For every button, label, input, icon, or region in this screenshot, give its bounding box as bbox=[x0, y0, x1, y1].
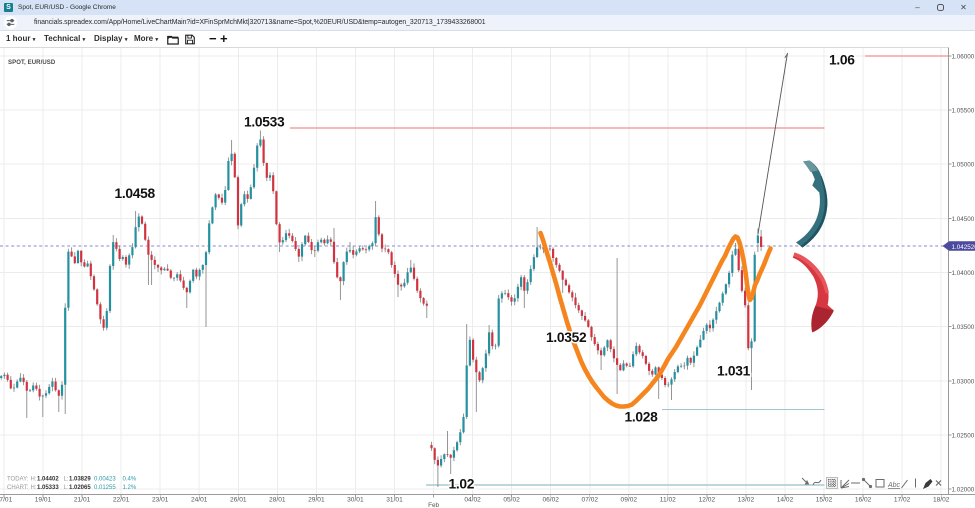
svg-text:CHART:: CHART: bbox=[7, 485, 29, 491]
svg-text:28/01: 28/01 bbox=[269, 497, 286, 504]
svg-text:1.031: 1.031 bbox=[717, 364, 751, 379]
svg-text:1.02065: 1.02065 bbox=[69, 485, 91, 491]
svg-text:L:: L: bbox=[64, 485, 69, 491]
svg-text:1.03829: 1.03829 bbox=[69, 477, 91, 483]
svg-text:18/02: 18/02 bbox=[933, 497, 950, 504]
svg-text:30/01: 30/01 bbox=[347, 497, 364, 504]
svg-text:16/02: 16/02 bbox=[855, 497, 872, 504]
svg-text:07/02: 07/02 bbox=[582, 497, 599, 504]
svg-text:1.04500: 1.04500 bbox=[952, 216, 975, 223]
svg-text:TODAY:: TODAY: bbox=[7, 477, 29, 483]
svg-text:1.2%: 1.2% bbox=[123, 485, 137, 491]
svg-text:23/01: 23/01 bbox=[152, 497, 169, 504]
svg-text:15/02: 15/02 bbox=[816, 497, 833, 504]
svg-text:04/02: 04/02 bbox=[464, 497, 481, 504]
svg-text:1.042520: 1.042520 bbox=[952, 244, 975, 251]
svg-text:1.0352: 1.0352 bbox=[546, 330, 587, 345]
svg-text:1.028: 1.028 bbox=[625, 410, 659, 425]
svg-text:H:: H: bbox=[31, 485, 37, 491]
svg-text:24/01: 24/01 bbox=[191, 497, 208, 504]
svg-text:17/01: 17/01 bbox=[0, 497, 13, 504]
svg-text:14/02: 14/02 bbox=[777, 497, 794, 504]
svg-text:1.04000: 1.04000 bbox=[952, 270, 975, 277]
svg-text:1.06000: 1.06000 bbox=[952, 53, 975, 60]
svg-text:1.03500: 1.03500 bbox=[952, 324, 975, 331]
svg-text:1.02000: 1.02000 bbox=[952, 486, 975, 493]
svg-text:13/02: 13/02 bbox=[738, 497, 755, 504]
svg-text:05/02: 05/02 bbox=[503, 497, 520, 504]
svg-text:1.02: 1.02 bbox=[449, 477, 475, 492]
svg-text:1.05333: 1.05333 bbox=[37, 485, 59, 491]
svg-text:22/01: 22/01 bbox=[113, 497, 130, 504]
svg-text:0.01255: 0.01255 bbox=[94, 485, 116, 491]
svg-text:31/01: 31/01 bbox=[386, 497, 403, 504]
svg-text:1.05500: 1.05500 bbox=[952, 107, 975, 114]
svg-text:12/02: 12/02 bbox=[699, 497, 716, 504]
svg-text:1.0458: 1.0458 bbox=[115, 186, 156, 201]
svg-text:1.03000: 1.03000 bbox=[952, 378, 975, 385]
svg-text:Feb: Feb bbox=[428, 502, 439, 508]
svg-text:19/01: 19/01 bbox=[35, 497, 52, 504]
svg-text:09/02: 09/02 bbox=[621, 497, 638, 504]
svg-text:L:: L: bbox=[64, 477, 69, 483]
svg-text:26/01: 26/01 bbox=[230, 497, 247, 504]
svg-text:H:: H: bbox=[31, 477, 37, 483]
svg-text:17/02: 17/02 bbox=[894, 497, 911, 504]
svg-text:SPOT, EUR/USD: SPOT, EUR/USD bbox=[8, 60, 56, 66]
svg-text:1.04402: 1.04402 bbox=[37, 477, 59, 483]
svg-text:1.0533: 1.0533 bbox=[244, 115, 285, 130]
svg-text:1.06: 1.06 bbox=[829, 53, 855, 68]
svg-text:11/02: 11/02 bbox=[660, 497, 676, 504]
svg-text:1.05000: 1.05000 bbox=[952, 161, 975, 168]
svg-text:29/01: 29/01 bbox=[308, 497, 325, 504]
svg-text:Abc: Abc bbox=[887, 482, 901, 489]
svg-text:21/01: 21/01 bbox=[74, 497, 91, 504]
svg-text:06/02: 06/02 bbox=[542, 497, 559, 504]
svg-text:0.00423: 0.00423 bbox=[94, 477, 116, 483]
svg-text:1.02500: 1.02500 bbox=[952, 432, 975, 439]
svg-text:0.4%: 0.4% bbox=[123, 477, 137, 483]
